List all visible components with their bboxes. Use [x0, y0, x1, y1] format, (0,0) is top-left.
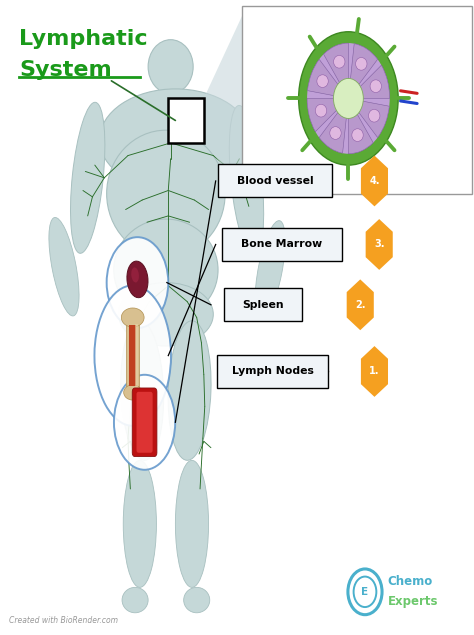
Circle shape	[333, 79, 363, 119]
FancyBboxPatch shape	[137, 392, 153, 453]
Text: Chemo: Chemo	[388, 575, 433, 588]
Text: Spleen: Spleen	[242, 300, 284, 310]
Text: E: E	[361, 587, 369, 597]
Wedge shape	[308, 59, 348, 98]
Wedge shape	[348, 65, 390, 98]
Ellipse shape	[121, 321, 164, 460]
Ellipse shape	[168, 321, 211, 460]
Ellipse shape	[123, 460, 156, 587]
Polygon shape	[361, 156, 388, 206]
Ellipse shape	[49, 217, 79, 316]
Polygon shape	[346, 279, 374, 330]
Ellipse shape	[356, 58, 367, 70]
Bar	[242, 6, 472, 194]
Bar	[135, 324, 138, 387]
Ellipse shape	[229, 105, 264, 257]
Ellipse shape	[114, 375, 175, 470]
Ellipse shape	[118, 283, 213, 346]
Ellipse shape	[127, 261, 148, 298]
Ellipse shape	[317, 75, 328, 88]
Ellipse shape	[131, 267, 139, 283]
Ellipse shape	[330, 126, 341, 139]
Polygon shape	[361, 346, 388, 397]
FancyBboxPatch shape	[224, 288, 302, 321]
FancyBboxPatch shape	[218, 164, 332, 197]
Bar	[168, 98, 204, 143]
Wedge shape	[319, 98, 348, 153]
Text: 1.: 1.	[369, 366, 380, 377]
Text: 3.: 3.	[374, 239, 384, 250]
Ellipse shape	[315, 104, 327, 117]
Text: Lymph Nodes: Lymph Nodes	[232, 366, 313, 377]
Text: System: System	[19, 60, 112, 80]
Wedge shape	[348, 98, 389, 138]
Wedge shape	[348, 44, 378, 98]
Ellipse shape	[71, 102, 105, 253]
Wedge shape	[348, 98, 373, 154]
Text: 4.: 4.	[369, 176, 380, 186]
Text: Created with BioRender.com: Created with BioRender.com	[9, 617, 119, 625]
Ellipse shape	[334, 55, 345, 68]
Ellipse shape	[368, 109, 380, 122]
Ellipse shape	[352, 129, 363, 142]
Ellipse shape	[148, 39, 193, 93]
Bar	[129, 325, 136, 386]
Ellipse shape	[107, 237, 168, 328]
Ellipse shape	[114, 219, 218, 321]
FancyBboxPatch shape	[132, 388, 157, 457]
Polygon shape	[204, 6, 246, 194]
Bar	[126, 321, 139, 391]
FancyBboxPatch shape	[221, 228, 342, 261]
Polygon shape	[365, 219, 393, 270]
Ellipse shape	[122, 587, 148, 613]
Ellipse shape	[121, 308, 144, 327]
Ellipse shape	[370, 80, 382, 93]
Wedge shape	[307, 98, 348, 131]
Ellipse shape	[100, 89, 251, 190]
Ellipse shape	[107, 130, 225, 257]
Ellipse shape	[94, 286, 171, 426]
Ellipse shape	[183, 587, 210, 613]
FancyBboxPatch shape	[217, 355, 328, 388]
Circle shape	[299, 32, 398, 165]
Ellipse shape	[124, 385, 142, 400]
Ellipse shape	[255, 220, 285, 319]
Text: Experts: Experts	[388, 596, 438, 608]
Text: Lymphatic: Lymphatic	[19, 29, 147, 48]
Text: Bone Marrow: Bone Marrow	[241, 239, 323, 250]
Text: Blood vessel: Blood vessel	[237, 176, 313, 186]
Bar	[159, 67, 182, 98]
Circle shape	[307, 43, 390, 154]
Ellipse shape	[175, 460, 209, 587]
Text: 2.: 2.	[355, 300, 365, 310]
Wedge shape	[324, 43, 348, 98]
